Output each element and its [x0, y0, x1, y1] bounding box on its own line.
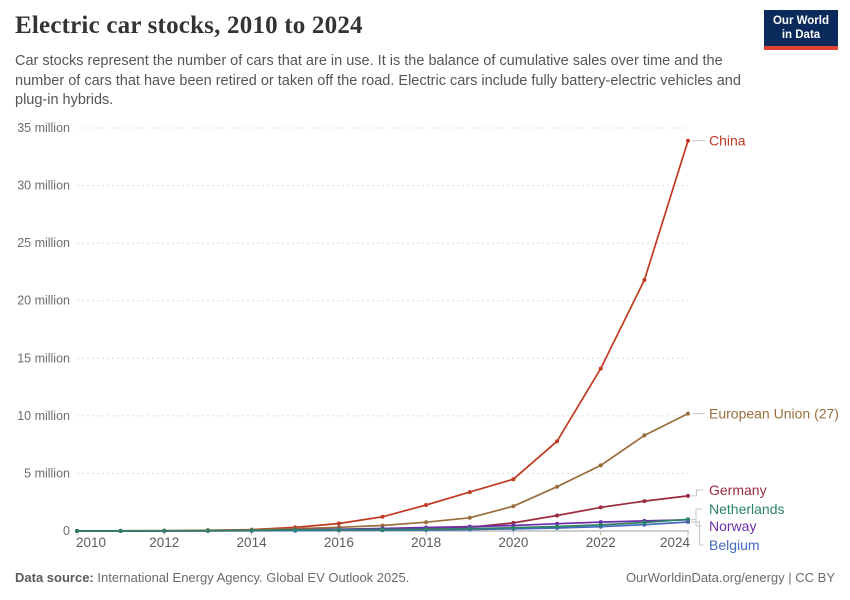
data-point-china[interactable] — [642, 278, 647, 282]
series-line-european-union-27[interactable] — [76, 412, 689, 532]
data-point-china[interactable] — [598, 366, 603, 371]
data-point-netherlands[interactable] — [467, 526, 472, 531]
data-point-netherlands[interactable] — [642, 520, 647, 525]
data-point-germany[interactable] — [642, 499, 647, 504]
data-point-netherlands[interactable] — [249, 528, 254, 533]
series-label-germany[interactable]: Germany — [709, 482, 767, 498]
data-point-netherlands[interactable] — [205, 528, 210, 533]
data-source-text: International Energy Agency. Global EV O… — [93, 570, 410, 585]
y-axis-tick-label: 25 million — [17, 236, 70, 250]
y-axis-tick-label: 0 — [63, 524, 70, 538]
data-point-netherlands[interactable] — [336, 527, 341, 532]
data-point-european-union-27[interactable] — [424, 520, 429, 525]
data-point-china[interactable] — [424, 503, 429, 507]
chart-subtitle: Car stocks represent the number of cars … — [15, 53, 741, 108]
data-point-germany[interactable] — [598, 505, 603, 510]
data-point-netherlands[interactable] — [424, 527, 429, 532]
y-axis-tick-label: 10 million — [17, 409, 70, 423]
data-point-germany[interactable] — [686, 493, 690, 498]
series-label-belgium[interactable]: Belgium — [709, 537, 760, 553]
credit-link[interactable]: OurWorldinData.org/energy | CC BY — [625, 570, 835, 585]
data-point-netherlands[interactable] — [511, 525, 516, 530]
x-axis-tick-label: 2018 — [411, 535, 441, 550]
data-point-norway[interactable] — [555, 521, 560, 526]
owid-logo: Our World in Data — [764, 10, 838, 50]
y-axis-tick-label: 15 million — [17, 351, 70, 365]
x-axis-tick-label: 2022 — [586, 535, 616, 550]
data-point-european-union-27[interactable] — [686, 411, 690, 416]
data-point-european-union-27[interactable] — [467, 515, 472, 520]
data-point-netherlands[interactable] — [598, 522, 603, 527]
y-axis-tick-label: 20 million — [17, 294, 70, 308]
data-point-china[interactable] — [380, 514, 385, 519]
series-label-european-union-27[interactable]: European Union (27) — [709, 406, 839, 422]
data-point-european-union-27[interactable] — [380, 523, 385, 528]
data-point-china[interactable] — [467, 490, 472, 495]
label-connector — [691, 489, 703, 497]
x-axis-tick-label: 2010 — [76, 535, 106, 550]
series-label-norway[interactable]: Norway — [709, 518, 756, 534]
data-source-label: Data source: — [15, 570, 94, 585]
data-point-china[interactable] — [511, 477, 516, 482]
x-axis-tick-label: 2020 — [498, 535, 528, 550]
data-point-european-union-27[interactable] — [511, 504, 516, 509]
data-point-netherlands[interactable] — [293, 528, 298, 532]
data-point-china[interactable] — [686, 138, 690, 143]
data-point-netherlands[interactable] — [555, 524, 560, 529]
data-point-china[interactable] — [336, 521, 341, 526]
y-axis-tick-label: 30 million — [17, 179, 70, 193]
data-point-european-union-27[interactable] — [555, 484, 560, 489]
series-label-netherlands[interactable]: Netherlands — [709, 501, 785, 517]
chart-title: Electric car stocks, 2010 to 2024 — [15, 12, 363, 39]
data-point-germany[interactable] — [555, 513, 560, 518]
x-axis-tick-label: 2024 — [660, 535, 691, 550]
data-point-netherlands[interactable] — [380, 527, 385, 532]
label-connector — [691, 521, 704, 546]
series-label-china[interactable]: China — [709, 133, 746, 149]
data-point-netherlands[interactable] — [75, 529, 79, 533]
data-source: Data source: International Energy Agency… — [15, 570, 409, 585]
owid-logo-line2: in Data — [781, 28, 821, 41]
data-point-european-union-27[interactable] — [642, 433, 647, 438]
series-line-china[interactable] — [76, 139, 689, 532]
x-axis-tick-label: 2016 — [324, 535, 354, 550]
data-point-china[interactable] — [555, 439, 560, 444]
x-axis-tick-label: 2012 — [149, 535, 179, 550]
data-point-netherlands[interactable] — [118, 528, 123, 533]
data-point-netherlands[interactable] — [162, 528, 167, 533]
y-axis-tick-label: 35 million — [17, 121, 70, 135]
chart-footer: Data source: International Energy Agency… — [15, 570, 835, 585]
data-point-netherlands[interactable] — [686, 517, 690, 522]
data-point-norway[interactable] — [598, 520, 603, 525]
x-axis-tick-label: 2014 — [237, 535, 268, 550]
label-connector — [691, 508, 702, 527]
data-point-european-union-27[interactable] — [598, 463, 603, 468]
y-axis-tick-label: 5 million — [24, 466, 70, 480]
owid-logo-line1: Our World — [772, 15, 829, 27]
